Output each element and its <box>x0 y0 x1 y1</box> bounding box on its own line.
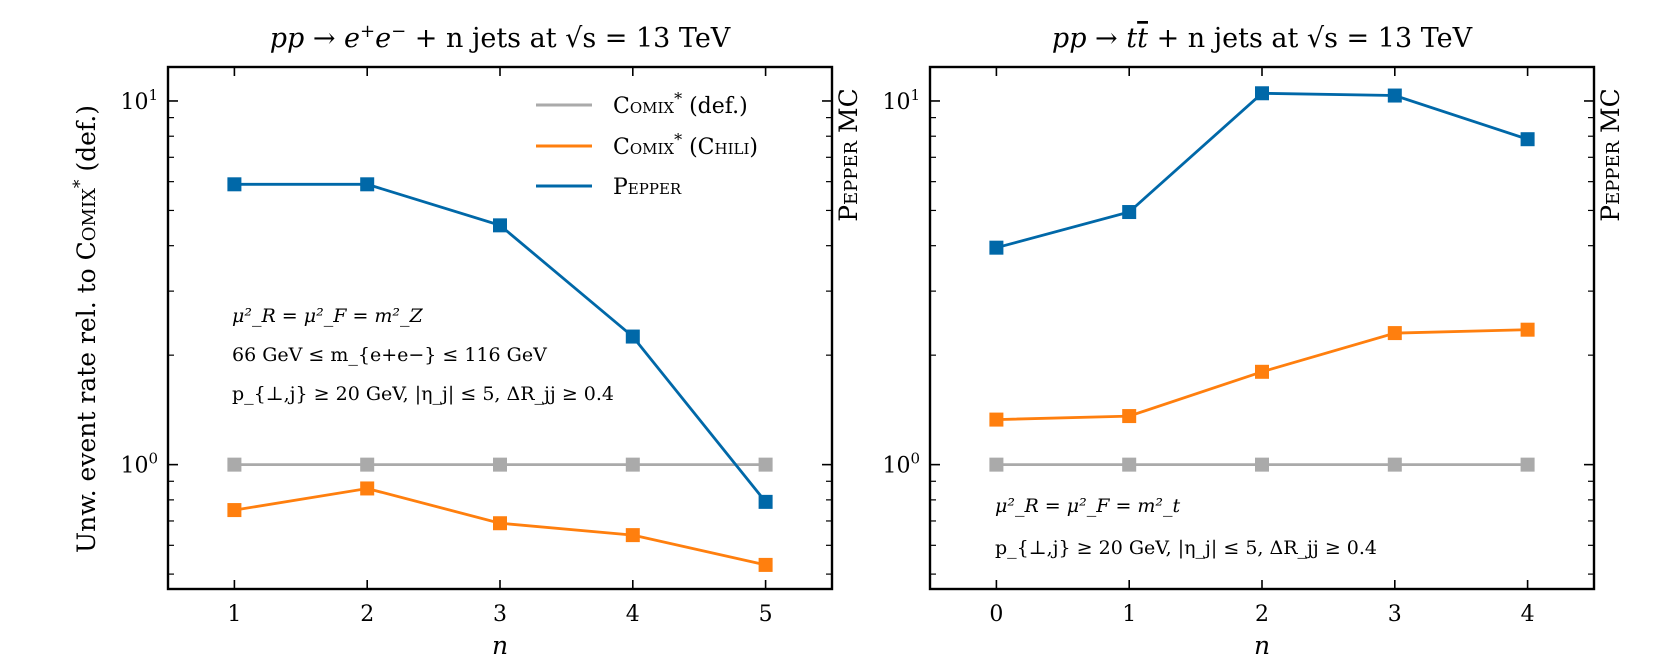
y-axis-label: Unw. event rate rel. to Comix* (def.) <box>70 105 101 553</box>
data-point-comix-def <box>758 457 773 472</box>
data-point-pepper <box>1255 86 1269 101</box>
data-point-pepper <box>758 494 773 509</box>
data-point-pepper <box>227 177 242 192</box>
data-point-comix-def <box>1122 457 1137 472</box>
data-point-pepper <box>625 329 640 344</box>
data-point-comix-def <box>1255 457 1269 472</box>
legend: Comix* (def.) Comix* (Chili) Pepper <box>536 89 758 200</box>
data-point-comix-chili <box>227 503 242 518</box>
data-point-pepper <box>1122 205 1137 220</box>
data-point-comix-chili <box>625 528 640 543</box>
data-point-comix-chili <box>360 481 375 496</box>
series-line-pepper <box>996 91 1529 250</box>
data-point-pepper <box>1387 88 1402 103</box>
right-axis-label: Pepper MC <box>834 88 863 222</box>
data-point-comix-def <box>989 457 1004 472</box>
data-point-comix-chili <box>1122 409 1137 424</box>
x-tick-label: 4 <box>1521 602 1535 627</box>
data-point-comix-def <box>1520 457 1535 472</box>
annotation-jet-cuts: p_{⊥,j} ≥ 20 GeV, |η_j| ≤ 5, ΔR_jj ≥ 0.4 <box>232 383 614 405</box>
x-tick-label: 1 <box>1122 602 1136 627</box>
x-tick-label: 3 <box>493 602 507 627</box>
data-point-comix-def <box>1387 457 1402 472</box>
data-point-comix-chili <box>1520 322 1535 337</box>
y-tick-label: 100 <box>882 450 920 479</box>
right-panel: 0 1 2 3 4 100 101 pp → tt + n jets at √s = 13 … <box>882 23 1625 660</box>
data-point-comix-chili <box>758 557 773 572</box>
x-tick-label: 3 <box>1388 602 1402 627</box>
annotation-mass-window: 66 GeV ≤ m_{e+e−} ≤ 116 GeV <box>232 344 547 366</box>
x-tick-label: 0 <box>989 602 1003 627</box>
data-point-comix-chili <box>989 412 1004 427</box>
annotation-scales: μ²_R = μ²_F = m²_t <box>995 495 1181 517</box>
annotation-scales: μ²_R = μ²_F = m²_Z <box>232 305 424 327</box>
data-point-pepper <box>989 240 1004 255</box>
chart-title: pp → tt + n jets at √s = 13 TeV <box>1052 23 1473 54</box>
data-point-pepper <box>493 218 507 233</box>
data-point-comix-def <box>493 457 507 472</box>
x-tick-label: 1 <box>227 602 241 627</box>
x-axis-label: n <box>1254 631 1270 660</box>
x-tick-label: 2 <box>1255 602 1269 627</box>
left-panel: 1 2 3 4 5 100 101 pp → e+e− + n jets at √s = 1… <box>70 21 863 661</box>
data-point-comix-chili <box>1255 364 1269 379</box>
legend-label-pepper: Pepper <box>613 175 682 200</box>
y-tick-label: 101 <box>120 86 158 115</box>
legend-label-comix-chili: Comix* (Chili) <box>613 130 758 161</box>
data-point-comix-chili <box>1387 326 1402 341</box>
data-point-comix-chili <box>493 516 507 531</box>
data-point-pepper <box>1520 132 1535 147</box>
x-tick-label: 4 <box>626 602 640 627</box>
data-point-comix-def <box>625 457 640 472</box>
legend-label-comix-def: Comix* (def.) <box>613 89 748 120</box>
x-tick-label: 2 <box>360 602 374 627</box>
x-axis-label: n <box>492 631 508 660</box>
data-point-comix-def <box>360 457 375 472</box>
x-tick-label: 5 <box>759 602 773 627</box>
y-tick-label: 100 <box>120 450 158 479</box>
right-axis-label: Pepper MC <box>1596 88 1625 222</box>
chart-title: pp → e+e− + n jets at √s = 13 TeV <box>270 21 731 55</box>
y-tick-label: 101 <box>882 86 920 115</box>
data-point-comix-def <box>227 457 242 472</box>
annotation-jet-cuts: p_{⊥,j} ≥ 20 GeV, |η_j| ≤ 5, ΔR_jj ≥ 0.4 <box>995 537 1377 559</box>
data-point-pepper <box>360 177 375 192</box>
